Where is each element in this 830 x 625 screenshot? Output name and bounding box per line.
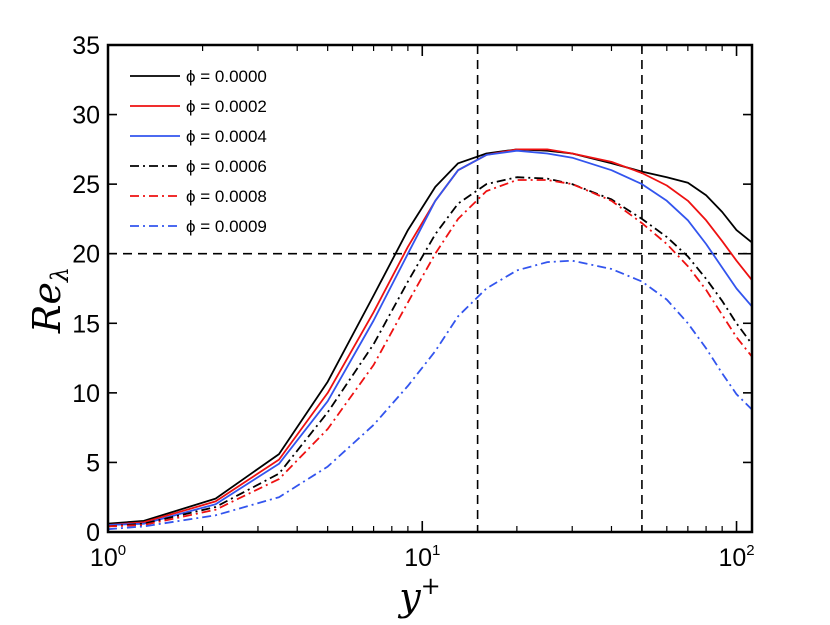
- series-line-2: [107, 148, 753, 526]
- x-axis-label-base: y: [397, 575, 421, 619]
- data-series: [107, 148, 753, 531]
- y-axis-label-base: Re: [25, 282, 69, 334]
- legend-label-4: ϕ = 0.0006: [186, 157, 267, 176]
- legend-label-3: ϕ = 0.0004: [186, 127, 267, 146]
- x-tick-label-exponent: 0: [118, 542, 126, 559]
- y-tick-label: 20: [72, 241, 100, 269]
- series-line-3: [107, 149, 753, 526]
- y-tick-label: 35: [72, 32, 100, 60]
- legend-label-1: ϕ = 0.0000: [186, 67, 267, 86]
- legend-label-2: ϕ = 0.0002: [186, 97, 267, 116]
- x-tick-label-base: 10: [718, 544, 746, 572]
- y-tick-label: 15: [72, 310, 100, 338]
- y-axis-label-sub: λ: [46, 267, 74, 283]
- reference-lines: [108, 45, 752, 532]
- x-axis-label: y+: [397, 572, 441, 619]
- y-tick-label: 5: [86, 449, 100, 477]
- series-line-6: [107, 259, 753, 531]
- y-tick-label: 25: [72, 171, 100, 199]
- x-tick-label: 102: [718, 542, 754, 572]
- legend-label-5: ϕ = 0.0008: [186, 187, 267, 206]
- x-tick-label-exponent: 1: [432, 542, 440, 559]
- y-tick-label: 0: [86, 519, 100, 547]
- legend-label-6: ϕ = 0.0009: [186, 217, 267, 236]
- x-tick-label: 101: [404, 542, 440, 572]
- x-tick-label: 100: [90, 542, 126, 572]
- y-axis-label: Reλ: [25, 267, 74, 334]
- series-line-4: [107, 176, 753, 528]
- y-tick-label: 30: [72, 102, 100, 130]
- x-axis-label-sup: +: [421, 572, 441, 600]
- x-tick-label-base: 10: [90, 544, 118, 572]
- x-tick-label-base: 10: [404, 544, 432, 572]
- legend: ϕ = 0.0000 ϕ = 0.0002 ϕ = 0.0004 ϕ = 0.0006…: [130, 67, 267, 236]
- x-tick-label-exponent: 2: [746, 542, 754, 559]
- plot-frame: [106, 43, 754, 534]
- y-tick-label: 10: [72, 380, 100, 408]
